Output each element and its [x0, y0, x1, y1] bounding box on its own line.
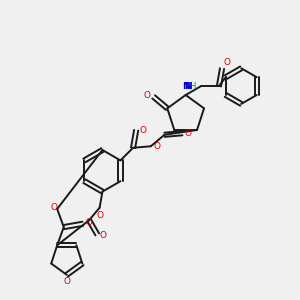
Text: O: O — [224, 58, 230, 67]
Text: O: O — [100, 231, 106, 240]
Text: O: O — [140, 126, 147, 135]
Text: N: N — [184, 82, 192, 91]
Text: O: O — [50, 203, 57, 212]
Text: O: O — [63, 277, 70, 286]
Text: O: O — [96, 211, 103, 220]
Text: H: H — [189, 82, 195, 91]
Text: O: O — [184, 129, 192, 138]
Text: N: N — [182, 82, 190, 91]
Text: O: O — [85, 218, 92, 227]
Text: O: O — [153, 142, 160, 151]
Text: O: O — [144, 91, 151, 100]
